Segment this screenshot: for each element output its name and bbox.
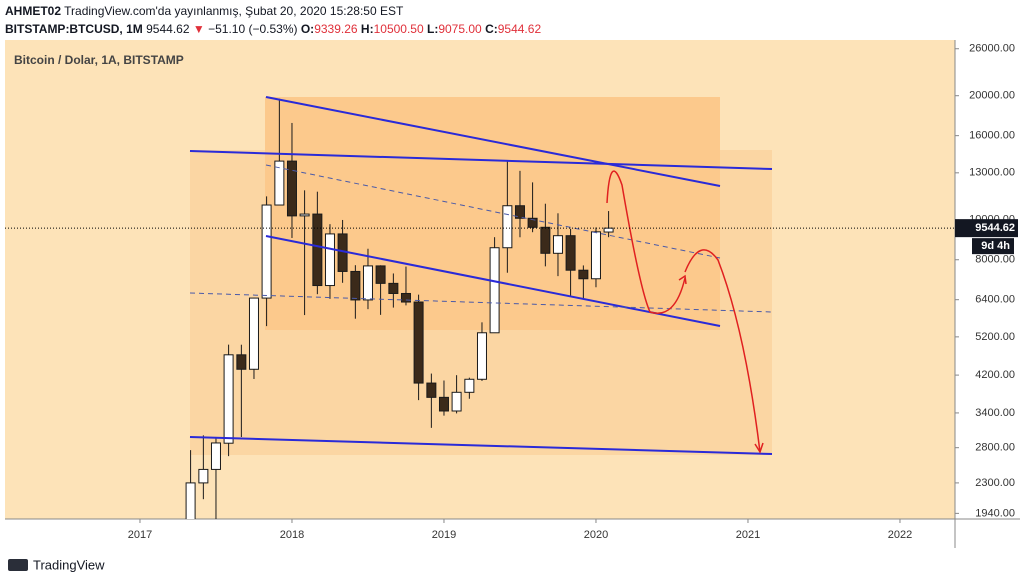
candle-body xyxy=(527,217,538,228)
author: AHMET02 xyxy=(5,4,61,18)
candle-body xyxy=(388,282,399,294)
ohlc-value: 9544.62 xyxy=(498,22,542,36)
ohlc-label: C: xyxy=(485,22,498,36)
candle-body xyxy=(438,396,449,412)
candle-body xyxy=(540,226,551,254)
candle-body xyxy=(286,160,297,217)
ohlc-label: H: xyxy=(361,22,374,36)
candle-body xyxy=(299,213,310,217)
ohlc-label: O: xyxy=(301,22,314,36)
x-tick-label: 2019 xyxy=(432,529,456,541)
ohlc-value: 9339.26 xyxy=(314,22,358,36)
y-tick-label: 5200.00 xyxy=(975,331,1015,343)
y-tick-label: 8000.00 xyxy=(975,254,1015,266)
candle-body xyxy=(274,160,285,206)
candle-body xyxy=(603,227,614,233)
countdown: 9d 4h xyxy=(981,240,1010,252)
candle-body xyxy=(565,235,576,271)
published: TradingView.com'da yayınlanmış, Şubat 20… xyxy=(64,4,404,18)
candle-body xyxy=(502,205,513,249)
x-tick-label: 2020 xyxy=(584,529,608,541)
y-tick-label: 13000.00 xyxy=(969,167,1015,179)
candle-body xyxy=(210,442,221,470)
change-icon: ▼ xyxy=(193,22,205,36)
candle-body xyxy=(324,233,335,287)
candle-body xyxy=(312,213,323,287)
header-line: BITSTAMP:BTCUSD, 1M 9544.62 ▼ −51.10 (−0… xyxy=(5,22,541,36)
candle-body xyxy=(426,382,437,398)
y-tick-label: 2800.00 xyxy=(975,442,1015,454)
y-tick-label: 4200.00 xyxy=(975,369,1015,381)
ohlc-value: 9075.00 xyxy=(438,22,482,36)
candle-body xyxy=(590,231,601,280)
header-line: AHMET02 TradingView.com'da yayınlanmış, … xyxy=(5,4,404,18)
y-tick-label: 20000.00 xyxy=(969,90,1015,102)
candle-body xyxy=(223,354,234,444)
y-tick-label: 26000.00 xyxy=(969,43,1015,55)
candle-body xyxy=(185,482,196,519)
candle-body xyxy=(236,354,247,370)
candle-body xyxy=(198,468,209,484)
drawings xyxy=(189,96,773,455)
candle-body xyxy=(362,265,373,301)
candle-body xyxy=(552,235,563,254)
countdown-box xyxy=(972,238,1014,255)
symbol: BITSTAMP:BTCUSD, 1M xyxy=(5,22,143,36)
candle-body xyxy=(489,247,500,334)
y-tick-label: 6400.00 xyxy=(975,294,1015,306)
candle-body xyxy=(400,292,411,303)
x-tick-label: 2022 xyxy=(888,529,912,541)
x-tick-label: 2021 xyxy=(736,529,760,541)
candle-body xyxy=(451,391,462,412)
candle-body xyxy=(375,265,386,284)
y-tick-label: 16000.00 xyxy=(969,130,1015,142)
brand: TradingView xyxy=(33,557,105,572)
last-price-box xyxy=(955,219,1018,238)
y-tick-label: 2300.00 xyxy=(975,477,1015,489)
x-tick-label: 2018 xyxy=(280,529,304,541)
ohlc-value: 10500.50 xyxy=(374,22,424,36)
candle-body xyxy=(261,204,272,299)
chart-title: Bitcoin / Dolar, 1A, BITSTAMP xyxy=(14,53,184,67)
candle-body xyxy=(350,270,361,301)
candle-body xyxy=(413,301,424,384)
candle-body xyxy=(464,378,475,393)
change: −51.10 (−0.53%) xyxy=(208,22,297,36)
y-tick-label: 3400.00 xyxy=(975,407,1015,419)
y-tick-label: 1940.00 xyxy=(975,507,1015,519)
logo xyxy=(8,559,28,571)
candle-body xyxy=(476,332,487,380)
last-price-label: 9544.62 xyxy=(975,222,1015,234)
candle-body xyxy=(578,269,589,280)
ohlc-label: L: xyxy=(427,22,438,36)
candle-body xyxy=(248,297,259,370)
x-tick-label: 2017 xyxy=(128,529,152,541)
last: 9544.62 xyxy=(146,22,190,36)
candle-body xyxy=(514,205,525,219)
